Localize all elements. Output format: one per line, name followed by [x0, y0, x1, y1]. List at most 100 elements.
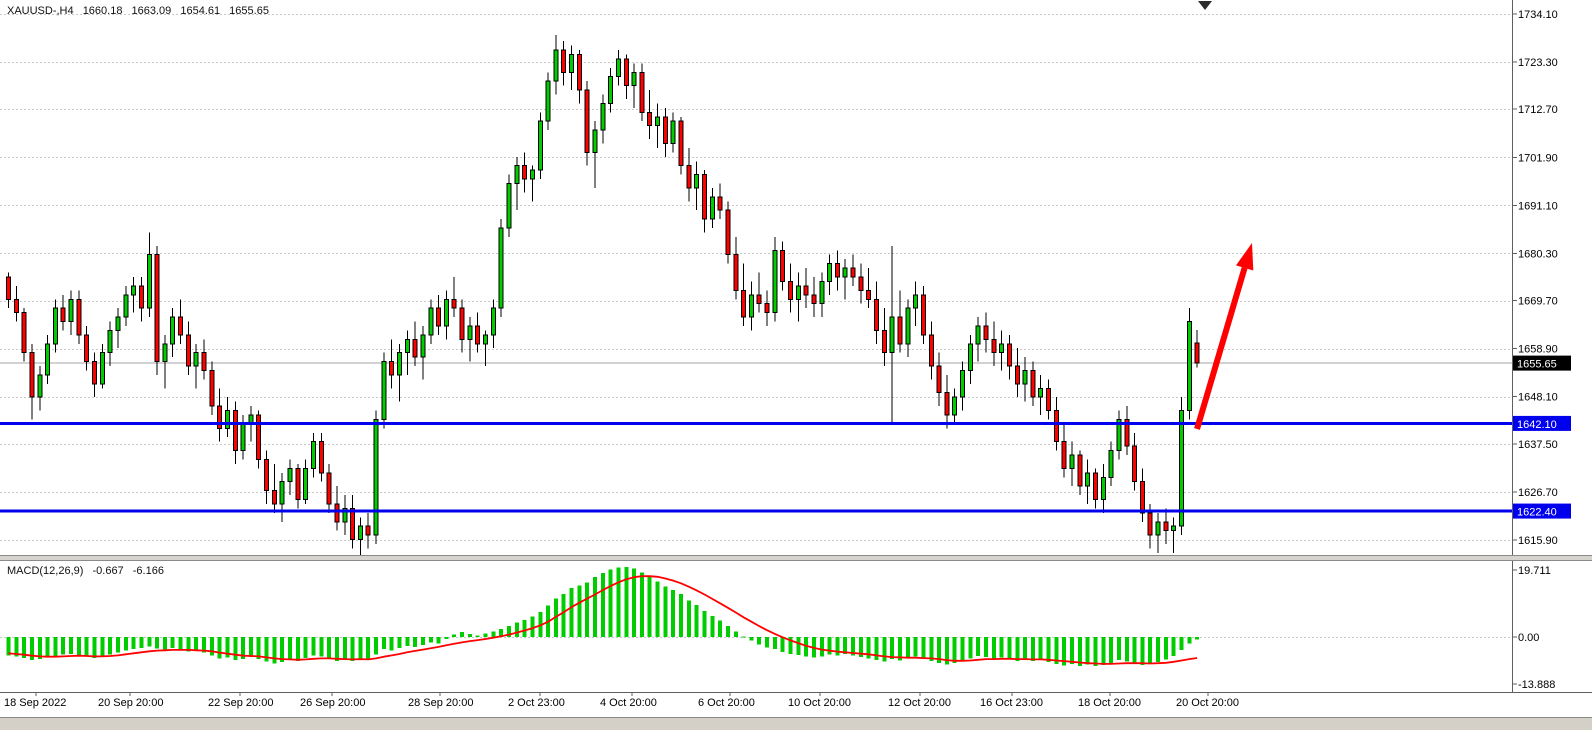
candle-body: [694, 174, 700, 189]
price-axis-label: 1680.30: [1518, 248, 1558, 260]
candle-body: [975, 325, 981, 345]
macd-bar: [671, 589, 676, 637]
level-price-badge: 1642.10: [1513, 415, 1571, 431]
candle-body: [576, 53, 582, 91]
macd-bar: [53, 637, 58, 657]
level-price-badge-bg: [1513, 503, 1571, 519]
macd-bar: [491, 631, 496, 637]
candle-body: [162, 343, 168, 363]
candle-body: [37, 374, 43, 398]
candle-body: [733, 254, 739, 291]
candle-body: [866, 289, 872, 300]
candle-body: [1139, 481, 1145, 514]
macd-bar: [1077, 637, 1082, 666]
candle-body: [1163, 521, 1169, 532]
macd-bar: [639, 572, 644, 637]
candle-body: [960, 369, 966, 398]
macd-bar: [452, 634, 457, 637]
candle-body: [123, 294, 129, 318]
macd-bar: [350, 637, 355, 661]
macd-bar: [69, 637, 74, 654]
macd-bar: [749, 637, 754, 641]
macd-bar: [796, 637, 801, 656]
level-price-badge-text: 1642.10: [1517, 419, 1557, 431]
macd-bar: [647, 577, 652, 637]
candle-body: [483, 334, 489, 345]
candle-body: [201, 352, 207, 371]
macd-bar: [1015, 637, 1020, 661]
macd-bar: [1023, 637, 1028, 660]
macd-bar: [1124, 637, 1129, 662]
candle-body: [1108, 450, 1114, 478]
macd-bar: [381, 637, 386, 650]
candle-body: [944, 392, 950, 416]
candle-body: [608, 76, 614, 104]
candle-body: [6, 276, 11, 300]
candle-body: [451, 298, 457, 309]
candle-body: [834, 263, 840, 278]
candle-body: [670, 120, 676, 144]
candle-body: [1038, 387, 1044, 398]
price-axis-label: 1637.50: [1518, 439, 1558, 451]
pane-splitter[interactable]: [0, 555, 1592, 561]
macd-bar: [921, 637, 926, 659]
macd-axis[interactable]: 19.711 0.00 -13.888: [1512, 565, 1555, 691]
candle-body: [334, 503, 340, 523]
macd-bar: [905, 637, 910, 659]
candle-body: [21, 312, 27, 354]
macd-bar: [569, 588, 574, 637]
macd-bar: [1116, 637, 1121, 661]
candle-body: [459, 307, 465, 340]
macd-bar: [937, 637, 942, 663]
candle-body: [68, 298, 74, 323]
candle-body: [874, 298, 880, 331]
candle-body: [584, 89, 590, 153]
candle-body: [827, 263, 833, 282]
trend-arrow-shaft: [1194, 267, 1248, 430]
macd-bar: [1195, 637, 1200, 640]
candle-body: [967, 343, 973, 371]
macd-bar: [991, 637, 996, 659]
macd-bar: [561, 594, 566, 637]
macd-bar: [366, 637, 371, 661]
candle-body: [185, 334, 191, 367]
macd-bar: [600, 573, 605, 637]
macd-bar: [710, 615, 715, 637]
macd-bar: [1148, 637, 1153, 665]
candle-body: [45, 343, 51, 376]
macd-bar: [61, 637, 66, 655]
price-axis-label: 1615.90: [1518, 535, 1558, 547]
candle-body: [428, 307, 434, 336]
candle-body: [881, 329, 887, 354]
price-axis-label: 1648.10: [1518, 392, 1558, 404]
candle-body: [99, 352, 105, 385]
macd-bar: [772, 637, 777, 650]
macd-bar: [1179, 637, 1184, 650]
macd-bar: [22, 637, 27, 659]
macd-bar: [436, 637, 441, 644]
macd-bar: [874, 637, 879, 661]
candle-body: [819, 280, 825, 305]
macd-bar: [1163, 637, 1168, 660]
candle-body: [1006, 343, 1012, 367]
candle-body: [224, 410, 230, 429]
candle-body: [310, 441, 316, 469]
candle-body: [29, 352, 35, 398]
macd-bar: [100, 637, 105, 657]
candle-body: [639, 71, 645, 113]
price-axis[interactable]: 1734.10 1723.30 1712.70 1701.90 1691.10 1680.…: [1512, 9, 1558, 547]
macd-name-label: MACD(12,26,9): [7, 565, 84, 577]
macd-bar: [327, 637, 332, 660]
time-axis[interactable]: 18 Sep 2022 20 Sep 20:00 22 Sep 20:00 26 Se…: [4, 692, 1239, 709]
trend-arrow[interactable]: [1194, 243, 1254, 430]
candle-body: [92, 361, 98, 385]
candle-body: [1022, 369, 1028, 385]
time-axis-label: 2 Oct 23:00: [508, 697, 565, 709]
macd-bar: [272, 637, 277, 664]
macd-bar: [1030, 637, 1035, 662]
macd-bar: [225, 637, 230, 658]
time-axis-label: 26 Sep 20:00: [300, 697, 365, 709]
candle-body: [1147, 512, 1153, 536]
macd-bar: [663, 586, 668, 637]
